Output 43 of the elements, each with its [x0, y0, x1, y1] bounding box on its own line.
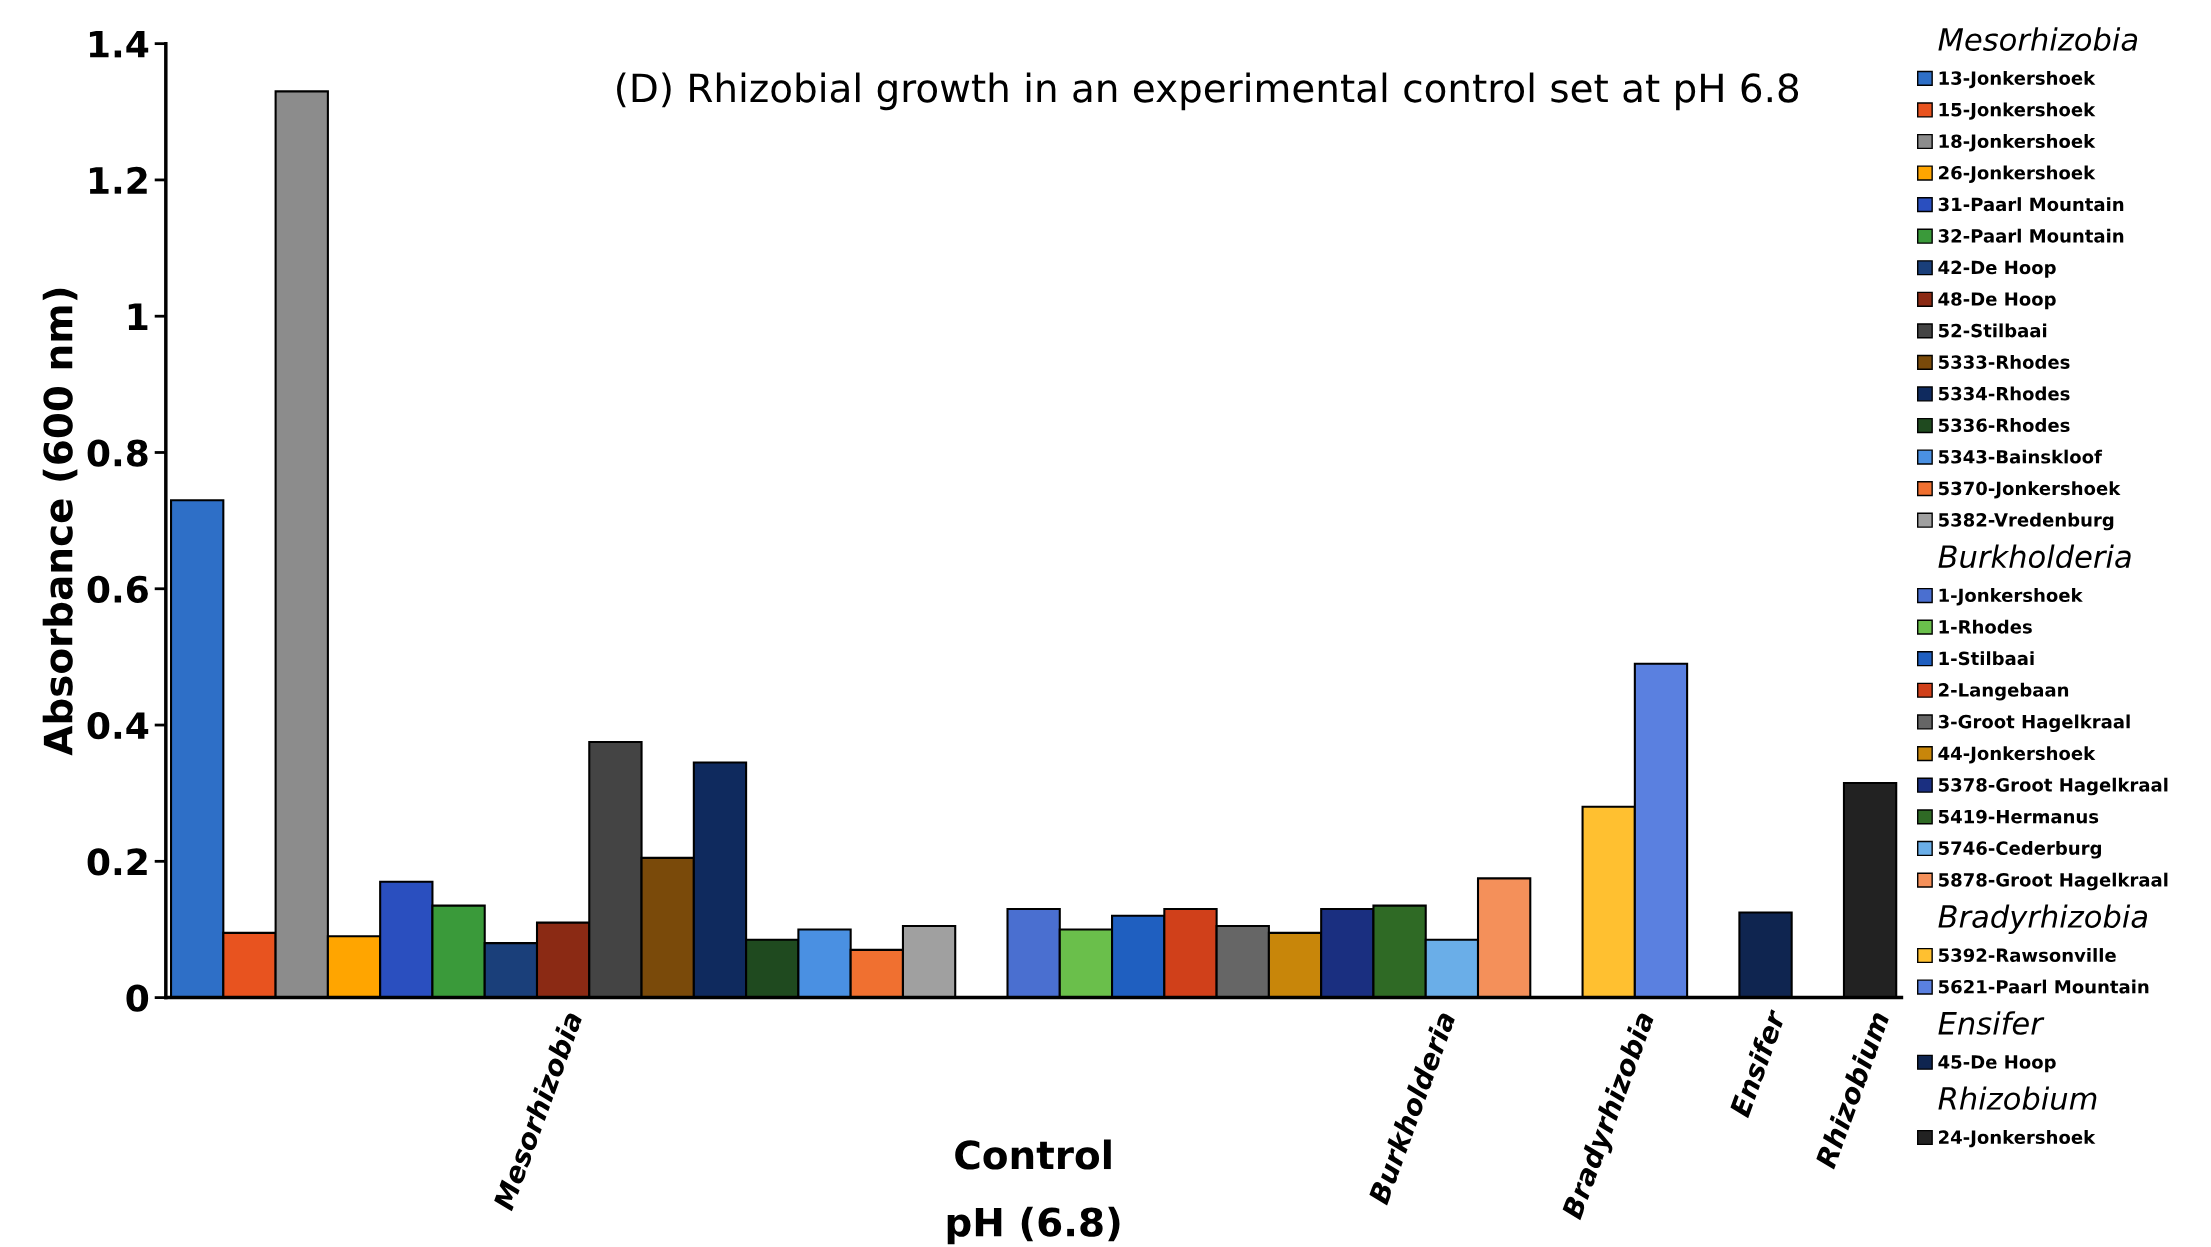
legend-label: 5419-Hermanus [1938, 809, 2099, 824]
legend-label: 32-Paarl Mountain [1938, 228, 2124, 243]
legend-label: 52-Stilbaai [1938, 323, 2047, 338]
legend-label: 18-Jonkershoek [1939, 134, 2096, 152]
y-tick-label: 0.4 [87, 711, 149, 740]
x-axis-title: Control pH (6.8) [947, 1139, 1120, 1245]
legend-label: 5370-Jonkershoek [1938, 481, 2121, 499]
category-label: Burkholderia [1938, 544, 2131, 569]
legend-label: 5336-Rhodes [1938, 418, 2070, 433]
legend-label: 5621-Paarl Mountain [1938, 979, 2149, 994]
legend-label: 2-Langebaan [1939, 682, 2069, 701]
category-label: Bradyrhizobia [1938, 904, 2148, 934]
y-tick-label: 0.6 [87, 575, 148, 603]
legend-label: 1-Stilbaai [1939, 651, 2034, 666]
legend-label: 31-Paarl Mountain [1938, 197, 2124, 212]
category-label: Mesorhizobia [1938, 27, 2138, 51]
y-tick-label: 1.4 [89, 31, 149, 58]
legend-label: 5382-Vredenburg [1938, 512, 2114, 531]
y-tick-label: 1.2 [89, 166, 147, 194]
y-tick-label: 1 [128, 303, 148, 330]
legend-label: 5333-Rhodes [1938, 354, 2070, 369]
legend-label: 1-Jonkershoek [1939, 588, 2083, 606]
legend-label: 5378-Groot Hagelkraal [1938, 777, 2168, 796]
legend-label: 44-Jonkershoek [1938, 746, 2096, 764]
y-tick-label: 0.2 [87, 848, 147, 876]
text: (D) Rhizobial growth in an experimental control set at pH 6.8 [617, 72, 1799, 111]
legend-label: 5746-Cederburg [1938, 840, 2101, 859]
legend-label: 5878-Groot Hagelkraal [1938, 872, 2168, 891]
legend-label: 5343-Bainskloof [1938, 449, 2103, 464]
legend-label: 42-De Hoop [1938, 260, 2056, 278]
y-tick-label: 0.8 [87, 439, 148, 467]
legend-label: 15-Jonkershoek [1939, 102, 2096, 120]
legend-label: 48-De Hoop [1938, 292, 2056, 310]
legend-label: 3-Groot Hagelkraal [1938, 714, 2130, 733]
legend-label: 1-Rhodes [1939, 619, 2032, 634]
legend-label: 5334-Rhodes [1938, 386, 2070, 401]
legend-label: 45-De Hoop [1938, 1055, 2056, 1073]
legend-label: 24-Jonkershoek [1939, 1130, 2096, 1148]
legend-label: 26-Jonkershoek [1939, 165, 2096, 183]
legend-label: 13-Jonkershoek [1939, 70, 2096, 89]
y-axis-title: Absorbance (600 nm) [42, 288, 78, 756]
legend-label: 5392-Rawsonville [1938, 948, 2116, 963]
y-tick-label: 0 [126, 984, 149, 1012]
